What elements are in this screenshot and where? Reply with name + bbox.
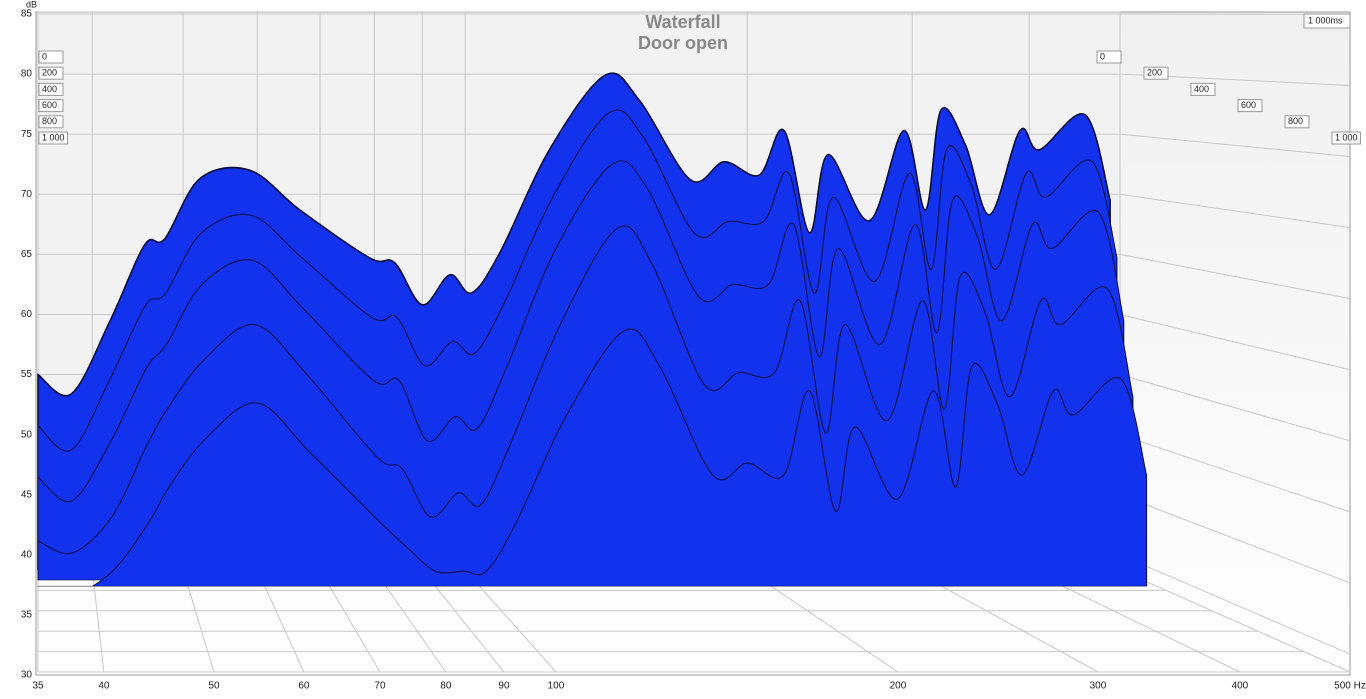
y-tick-label: 40: [21, 549, 33, 560]
y-tick-label: 50: [21, 429, 33, 440]
y-tick-label: 45: [21, 489, 33, 500]
y-tick-label: 55: [21, 369, 33, 380]
time-tick: 400: [1191, 83, 1215, 95]
time-tick: 800: [39, 116, 63, 128]
time-tick-label: 800: [42, 116, 57, 126]
y-tick-label: 75: [21, 129, 33, 140]
time-tick: 800: [1285, 116, 1309, 128]
x-tick-label: 35: [32, 681, 44, 692]
time-tick: 0: [39, 51, 63, 63]
time-tick-label: 800: [1288, 116, 1303, 126]
y-tick-label: 70: [21, 189, 33, 200]
time-tick-label: 400: [42, 84, 57, 94]
time-tick-label: 600: [1241, 100, 1256, 110]
x-tick-label: 500 Hz: [1334, 681, 1366, 692]
time-tick-label: 0: [1100, 51, 1105, 61]
x-tick-label: 50: [208, 681, 220, 692]
time-tick-label: 200: [42, 68, 57, 78]
y-tick-label: 85: [21, 9, 33, 20]
y-tick-label: 65: [21, 249, 33, 260]
time-tick: 200: [1144, 67, 1168, 79]
x-tick-label: 80: [440, 681, 452, 692]
time-tick: 600: [1238, 100, 1262, 112]
time-end-label: 1 000ms: [1308, 15, 1343, 25]
time-tick: 1 000: [1332, 132, 1361, 144]
x-tick-label: 40: [98, 681, 110, 692]
chart-subtitle: Door open: [638, 33, 728, 53]
time-end: 1 000ms: [1304, 14, 1350, 28]
time-tick-label: 200: [1147, 68, 1162, 78]
time-tick: 0: [1097, 51, 1121, 63]
x-tick-label: 300: [1090, 681, 1107, 692]
time-tick-label: 1 000: [1335, 132, 1358, 142]
time-tick: 200: [39, 67, 63, 79]
y-tick-label: 35: [21, 610, 33, 621]
time-tick: 1 000: [39, 132, 68, 144]
x-tick-label: 100: [548, 681, 565, 692]
x-tick-label: 70: [374, 681, 386, 692]
time-tick: 400: [39, 83, 63, 95]
x-tick-label: 200: [890, 681, 907, 692]
x-tick-label: 400: [1232, 681, 1249, 692]
time-tick-label: 600: [42, 100, 57, 110]
chart-title: Waterfall: [645, 12, 720, 32]
x-tick-label: 60: [298, 681, 310, 692]
x-tick-label: 90: [498, 681, 510, 692]
time-tick: 600: [39, 100, 63, 112]
y-tick-label: 60: [21, 309, 33, 320]
time-tick-label: 0: [42, 51, 47, 61]
y-tick-label: 30: [21, 670, 33, 681]
time-tick-label: 400: [1194, 84, 1209, 94]
time-tick-label: 1 000: [42, 132, 65, 142]
y-tick-label: 80: [21, 69, 33, 80]
